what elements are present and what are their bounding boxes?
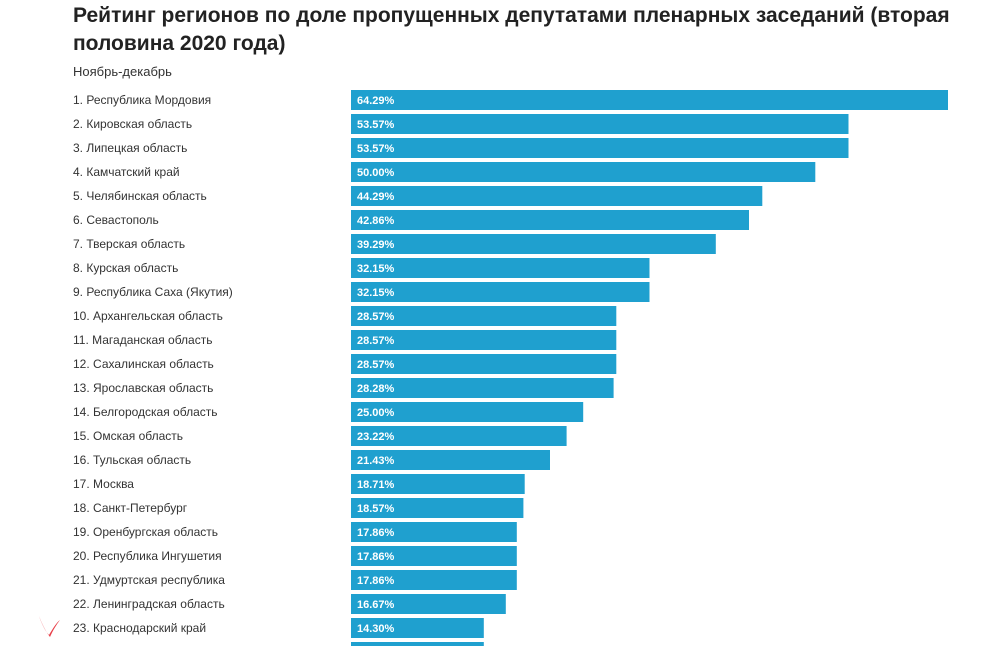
checkmark-annotation-icon <box>39 616 60 637</box>
value-label: 14.30% <box>357 623 395 635</box>
value-label: 28.28% <box>357 383 395 395</box>
value-label: 17.86% <box>357 527 395 539</box>
category-label: 4. Камчатский край <box>73 165 180 179</box>
value-label: 18.57% <box>357 503 395 515</box>
bar <box>351 114 849 134</box>
value-label: 17.86% <box>357 551 395 563</box>
bar <box>351 162 816 182</box>
value-label: 28.57% <box>357 359 395 371</box>
value-label: 53.57% <box>357 119 395 131</box>
bar <box>351 546 517 566</box>
value-label: 42.86% <box>357 215 395 227</box>
value-label: 21.43% <box>357 455 395 467</box>
bar <box>351 354 617 374</box>
category-label: 19. Оренбургская область <box>73 525 218 539</box>
bar <box>351 426 567 446</box>
bar <box>351 450 550 470</box>
value-label: 28.57% <box>357 311 395 323</box>
value-label: 39.29% <box>357 239 395 251</box>
category-label: 23. Краснодарский край <box>73 621 206 635</box>
category-label: 12. Сахалинская область <box>73 357 214 371</box>
category-label: 22. Ленинградская область <box>73 597 225 611</box>
value-label: 32.15% <box>357 263 395 275</box>
bar <box>351 234 716 254</box>
bar <box>351 570 517 590</box>
bar <box>351 186 763 206</box>
value-label: 25.00% <box>357 407 395 419</box>
category-label: 14. Белгородская область <box>73 405 218 419</box>
bar <box>351 522 517 542</box>
category-label: 13. Ярославская область <box>73 381 213 395</box>
bar <box>351 474 525 494</box>
bar <box>351 402 584 422</box>
bar <box>351 282 650 302</box>
category-label: 18. Санкт-Петербург <box>73 501 188 515</box>
value-label: 18.71% <box>357 479 395 491</box>
bar <box>351 618 484 638</box>
value-label: 50.00% <box>357 167 395 179</box>
category-label: 2. Кировская область <box>73 117 192 131</box>
category-label: 8. Курская область <box>73 261 178 275</box>
value-label: 23.22% <box>357 431 395 443</box>
bar <box>351 594 506 614</box>
bar <box>351 498 524 518</box>
category-label: 21. Удмуртская республика <box>73 573 225 587</box>
bar <box>351 330 617 350</box>
category-label: 16. Тульская область <box>73 453 191 467</box>
category-label: 6. Севастополь <box>73 213 159 227</box>
category-label: 17. Москва <box>73 477 134 491</box>
bar <box>351 138 849 158</box>
category-label: 1. Республика Мордовия <box>73 93 211 107</box>
value-label: 64.29% <box>357 95 395 107</box>
value-label: 17.86% <box>357 575 395 587</box>
value-label: 32.15% <box>357 287 395 299</box>
bar <box>351 90 948 110</box>
chart-subtitle: Ноябрь-декабрь <box>73 64 172 79</box>
category-label: 9. Республика Саха (Якутия) <box>73 285 233 299</box>
bar <box>351 210 749 230</box>
bar <box>351 306 617 326</box>
chart-title: Рейтинг регионов по доле пропущенных деп… <box>73 4 950 55</box>
value-label: 53.57% <box>357 143 395 155</box>
bar <box>351 258 650 278</box>
category-label: 11. Магаданская область <box>73 333 212 347</box>
category-label: 15. Омская область <box>73 429 183 443</box>
value-label: 16.67% <box>357 599 395 611</box>
category-label: 10. Архангельская область <box>73 309 223 323</box>
category-label: 5. Челябинская область <box>73 189 207 203</box>
bar <box>351 378 614 398</box>
value-label: 44.29% <box>357 191 395 203</box>
value-label: 28.57% <box>357 335 395 347</box>
category-label: 20. Республика Ингушетия <box>73 549 222 563</box>
category-label: 7. Тверская область <box>73 237 185 251</box>
category-label: 3. Липецкая область <box>73 141 187 155</box>
bar-partial <box>351 642 484 646</box>
